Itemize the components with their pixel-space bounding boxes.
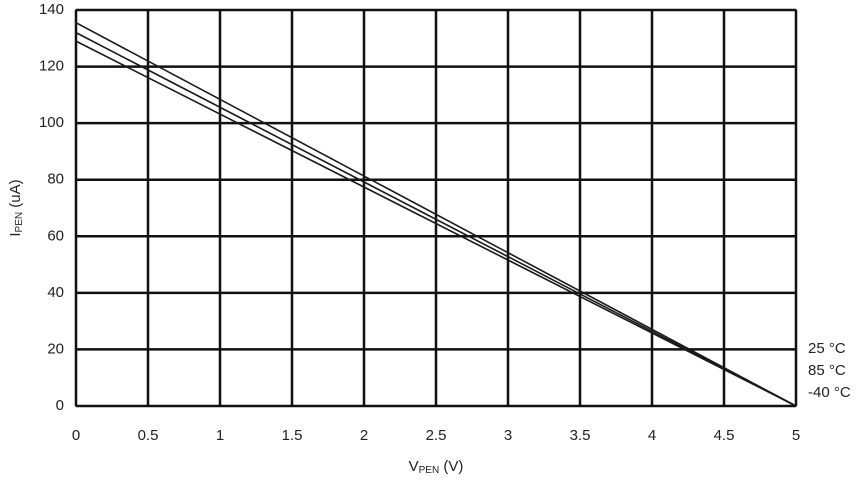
- y-tick-label: 20: [47, 340, 64, 357]
- y-label-main: I: [7, 232, 24, 236]
- x-label-main: V: [409, 458, 419, 475]
- x-tick-label: 1.5: [282, 427, 303, 444]
- legend-label: 25 °C: [808, 340, 846, 357]
- x-axis-label: VPEN (V): [409, 458, 464, 476]
- x-tick-label: 1: [216, 427, 224, 444]
- y-label-sub: PEN: [14, 212, 25, 233]
- y-tick-label: 80: [47, 171, 64, 188]
- x-label-sub: PEN: [419, 465, 440, 476]
- y-label-rest: (uA): [7, 179, 24, 212]
- legend-label: 85 °C: [808, 362, 846, 379]
- x-tick-label: 4: [648, 427, 656, 444]
- x-tick-label: 0: [72, 427, 80, 444]
- x-tick-label: 3.5: [570, 427, 591, 444]
- y-tick-label: 40: [47, 284, 64, 301]
- series-line: [75, 31, 797, 407]
- x-tick-label: 3: [504, 427, 512, 444]
- legend-label: -40 °C: [808, 384, 851, 401]
- x-tick-label: 5: [792, 427, 800, 444]
- y-tick-label: 120: [39, 58, 64, 75]
- series-line: [75, 40, 797, 407]
- y-tick-label: 60: [47, 227, 64, 244]
- x-tick-label: 2: [360, 427, 368, 444]
- series-line: [75, 22, 797, 407]
- x-tick-label: 2.5: [426, 427, 447, 444]
- x-tick-label: 0.5: [138, 427, 159, 444]
- y-tick-label: 0: [56, 397, 64, 414]
- y-tick-label: 140: [39, 1, 64, 18]
- y-tick-label: 100: [39, 114, 64, 131]
- x-label-rest: (V): [439, 458, 463, 475]
- y-axis-label: IPEN (uA): [7, 179, 25, 236]
- x-tick-label: 4.5: [714, 427, 735, 444]
